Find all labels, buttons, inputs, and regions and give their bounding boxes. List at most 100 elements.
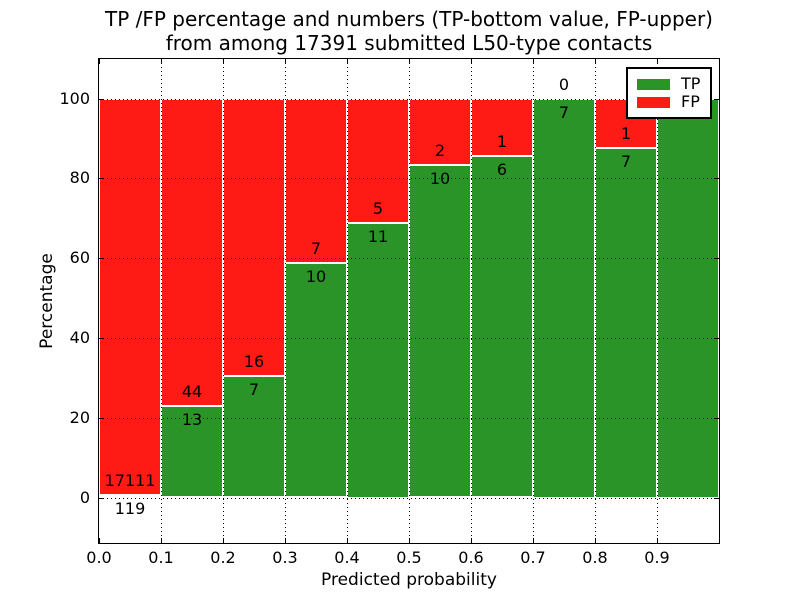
plot-area: 17111119441316771051121016071714 TP FP (98, 58, 720, 544)
v-gridline (161, 59, 162, 543)
fp-bar-segment (347, 98, 409, 224)
fp-bar-segment (99, 98, 161, 495)
x-tick-mark-bottom (595, 538, 596, 543)
x-tick-mark-bottom (409, 538, 410, 543)
tp-bar-segment (595, 148, 657, 498)
fp-value-label: 44 (181, 382, 203, 402)
x-tick-label: 0.9 (644, 548, 670, 567)
x-tick-mark-bottom (471, 538, 472, 543)
x-tick-mark-bottom (223, 538, 224, 543)
tp-value-label: 7 (620, 152, 632, 172)
v-gridline (347, 59, 348, 543)
y-tick-label: 60 (69, 248, 90, 268)
x-tick-label: 0.2 (210, 548, 236, 567)
x-tick-mark-bottom (285, 538, 286, 543)
fp-value-label: 7 (310, 238, 322, 258)
x-tick-mark-top (99, 59, 100, 64)
fp-color-swatch (637, 96, 670, 108)
chart-title: TP /FP percentage and numbers (TP-bottom… (99, 7, 719, 55)
tp-bar-segment (99, 494, 161, 498)
legend-label-fp: FP (681, 92, 700, 111)
x-tick-label: 0.0 (86, 548, 112, 567)
fp-bar-segment (223, 98, 285, 377)
x-tick-mark-top (409, 59, 410, 64)
x-tick-label: 0.4 (334, 548, 360, 567)
y-tick-mark-left (99, 258, 104, 260)
fp-value-label: 5 (372, 199, 384, 219)
y-tick-label: 100 (59, 88, 90, 108)
x-tick-mark-bottom (99, 538, 100, 543)
tp-value-label: 11 (367, 227, 389, 247)
x-tick-mark-bottom (161, 538, 162, 543)
tp-bar-segment (533, 98, 595, 498)
tp-value-label: 10 (305, 266, 327, 286)
fp-value-label: 2 (434, 141, 446, 160)
y-tick-mark-left (99, 178, 104, 180)
x-tick-mark-top (285, 59, 286, 64)
y-tick-label: 0 (79, 487, 90, 507)
tp-value-label: 13 (181, 410, 203, 430)
v-gridline (533, 59, 534, 543)
v-gridline (471, 59, 472, 543)
legend-entry-fp: FP (637, 93, 710, 111)
x-tick-label: 0.3 (272, 548, 298, 567)
fp-value-label: 16 (243, 352, 265, 372)
v-gridline (595, 59, 596, 543)
tp-bar-segment (657, 98, 719, 498)
x-tick-mark-bottom (657, 538, 658, 543)
fp-bar-segment (285, 98, 347, 263)
x-tick-label: 0.1 (148, 548, 174, 567)
y-tick-mark-right (714, 98, 719, 100)
legend: TP FP (626, 67, 712, 119)
x-tick-mark-top (223, 59, 224, 64)
fp-value-label: 1 (496, 131, 508, 151)
legend-entry-tp: TP (637, 75, 710, 93)
chart-title-line1: TP /FP percentage and numbers (TP-bottom… (105, 7, 713, 31)
x-tick-label: 0.5 (396, 548, 422, 567)
tp-value-label: 6 (496, 159, 508, 179)
x-tick-mark-bottom (347, 538, 348, 543)
fp-bar-segment (161, 98, 223, 407)
legend-label-tp: TP (681, 74, 701, 93)
v-gridline (223, 59, 224, 543)
y-tick-mark-left (99, 497, 104, 499)
x-tick-mark-top (347, 59, 348, 64)
y-tick-label: 20 (69, 407, 90, 427)
x-tick-mark-top (533, 59, 534, 64)
chart-title-line2: from among 17391 submitted L50-type cont… (165, 31, 653, 55)
x-tick-mark-top (657, 59, 658, 64)
y-tick-mark-right (714, 258, 719, 260)
y-tick-label: 80 (69, 168, 90, 188)
v-gridline (285, 59, 286, 543)
v-gridline (657, 59, 658, 543)
x-tick-label: 0.8 (582, 548, 608, 567)
tp-value-label: 119 (114, 498, 146, 518)
tp-value-label: 7 (558, 102, 570, 122)
x-axis-label: Predicted probability (321, 570, 497, 590)
tp-bar-segment (161, 406, 223, 498)
v-gridline (409, 59, 410, 543)
tp-color-swatch (637, 78, 670, 90)
y-tick-mark-right (714, 178, 719, 180)
x-tick-label: 0.6 (458, 548, 484, 567)
x-tick-mark-bottom (533, 538, 534, 543)
y-tick-mark-right (714, 417, 719, 419)
tp-value-label: 7 (248, 380, 260, 400)
fp-value-label: 1 (620, 124, 632, 144)
tp-bar-segment (347, 223, 409, 498)
tp-bar-segment (409, 165, 471, 498)
y-tick-mark-left (99, 98, 104, 100)
tp-value-label: 10 (429, 169, 451, 188)
x-tick-label: 0.7 (520, 548, 546, 567)
tp-bar-segment (471, 155, 533, 498)
fp-value-label: 0 (558, 74, 570, 94)
x-tick-mark-top (471, 59, 472, 64)
y-tick-mark-right (714, 497, 719, 499)
y-tick-mark-left (99, 417, 104, 419)
y-tick-mark-right (714, 337, 719, 339)
tp-bar-segment (285, 262, 347, 498)
y-tick-label: 40 (69, 327, 90, 347)
fp-value-label: 17111 (104, 470, 156, 490)
y-tick-mark-left (99, 337, 104, 339)
